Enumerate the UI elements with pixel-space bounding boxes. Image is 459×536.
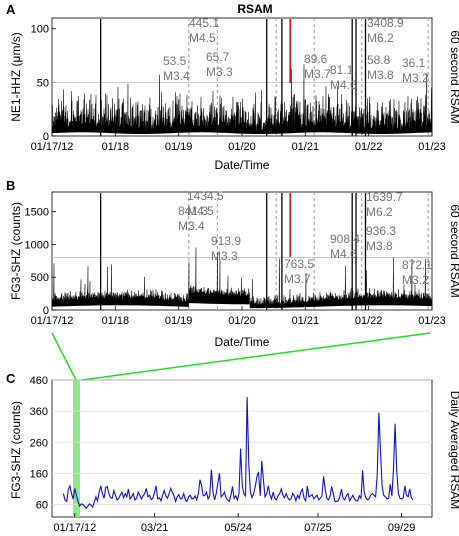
panel-a: A 01/17/12 01/18 01/19 01/20 01/21 01/22 01/23… [6, 2, 459, 172]
panel-c-right-label: Daily Averaged RSAM [448, 391, 459, 510]
panel-a-annotation-value: 89.6 [304, 52, 328, 66]
panel-c-xtick-label: 01/17/12 [53, 522, 96, 534]
panel-a-annotation-magnitude: M4.6 [330, 78, 357, 92]
panel-a-annotation-value: 445.1 [189, 16, 219, 30]
panel-a-xlabel: Date/Time [215, 158, 270, 172]
panel-b-xtick-label: 01/18 [102, 315, 130, 327]
panel-b-annotation-magnitude: M3.4 [178, 219, 205, 233]
panel-b-plot: 01/17/12 01/18 01/19 01/20 01/21 01/22 01/23 0 5… [25, 189, 446, 327]
panel-a-xtick-label: 01/21 [292, 141, 320, 153]
panel-b-annotation-magnitude: M4.5 [187, 204, 214, 218]
panel-b-ylabel: FG3-SHZ (counts) [9, 202, 23, 300]
panel-a-xtick-label: 01/18 [102, 141, 130, 153]
zoom-line-right [81, 332, 431, 381]
panel-a-annotation-value: 65.7 [206, 50, 230, 64]
panel-b-xtick-label: 01/17/12 [31, 315, 74, 327]
panel-b-ytick-label: 1000 [25, 239, 49, 251]
panel-a-annotation-magnitude: M3.7 [304, 67, 331, 81]
panel-b-annotation-magnitude: M6.2 [366, 205, 393, 219]
panel-a-annotation-magnitude: M3.4 [163, 69, 190, 83]
panel-b-annotation-value: 1639.7 [366, 190, 403, 204]
panel-b-annotation-value: 763.5 [284, 257, 314, 271]
panel-b-ytick-label: 0 [43, 305, 49, 317]
panel-c-highlight-band [73, 380, 80, 517]
panel-c-letter: C [6, 371, 16, 386]
panel-a-letter: A [6, 2, 16, 17]
panel-a-xtick-label: 01/22 [355, 141, 383, 153]
panel-a-annotation-magnitude: M3.8 [367, 68, 394, 82]
panel-c-xtick-label: 03/21 [141, 522, 169, 534]
panel-b-annotation-value: 872.1 [402, 258, 432, 272]
panel-b-annotation-magnitude: M3.2 [402, 273, 429, 287]
panel-a-xtick-label: 01/23 [418, 141, 446, 153]
panel-a-annotation-value: 58.8 [367, 53, 391, 67]
panel-b-annotation-value: 936.3 [366, 224, 396, 238]
panel-a-right-label: 60 second RSAM [448, 30, 459, 123]
panel-a-xtick-label: 01/17/12 [31, 141, 74, 153]
panel-b-annotation-value: 1434.5 [187, 189, 224, 203]
panel-c-ylabel: FG3-SHZ (counts) [9, 401, 23, 499]
panel-a-annotation-magnitude: M6.2 [367, 31, 394, 45]
panel-b-annotation-value: 841.3 [178, 204, 208, 218]
panel-b-xtick-label: 01/22 [355, 315, 383, 327]
panel-b-ytick-label: 1500 [25, 207, 49, 219]
panel-b-xtick-label: 01/21 [292, 315, 320, 327]
panel-a-ylabel: NE1-HHZ (μm/s) [9, 32, 23, 122]
panel-b-xtick-label: 01/23 [418, 315, 446, 327]
panel-b-right-label: 60 second RSAM [448, 204, 459, 297]
panel-c-plot: 60 160 260 360 460 01/17/12 03/21 05/24 07/25 09/… [30, 375, 432, 534]
panel-c-xtick-label: 07/25 [304, 522, 332, 534]
panel-a-xtick-label: 01/19 [165, 141, 193, 153]
panel-c-xtick-label: 05/24 [224, 522, 252, 534]
panel-a-annotation-value: 3408.9 [367, 16, 404, 30]
panel-a-annotation-magnitude: M3.2 [402, 71, 429, 85]
zoom-line-left [51, 332, 77, 381]
panel-c-ytick-label: 460 [30, 375, 48, 387]
panel-b-xtick-label: 01/19 [165, 315, 193, 327]
panel-b-signal-trace [51, 247, 433, 309]
figure-title: RSAM [237, 2, 272, 16]
panel-c-ytick-label: 360 [30, 406, 48, 418]
panel-b-ytick-label: 500 [31, 272, 49, 284]
panel-a-annotation-value: 53.5 [163, 54, 187, 68]
panel-a-signal-trace [51, 64, 433, 135]
panel-a-ytick-label: 0 [43, 131, 49, 143]
panel-b-letter: B [6, 178, 15, 193]
panel-b-annotation-magnitude: M4.6 [330, 247, 357, 261]
panel-a-plot: 01/17/12 01/18 01/19 01/20 01/21 01/22 01/23 0 5… [31, 16, 446, 153]
panel-c-xtick-label: 09/29 [388, 522, 416, 534]
panel-b-xlabel: Date/Time [215, 335, 270, 349]
panel-a-annotation-magnitude: M4.5 [189, 31, 216, 45]
panel-b-annotation-magnitude: M3.8 [366, 239, 393, 253]
panel-a-annotation-magnitude: M3.3 [206, 65, 233, 79]
panel-c-ytick-label: 60 [36, 500, 48, 512]
panel-b-annotation-magnitude: M3.3 [211, 249, 238, 263]
panel-b-annotation-value: 908.4 [330, 232, 360, 246]
panel-b-annotation-value: 913.9 [211, 234, 241, 248]
panel-a-annotation-value: 36.1 [402, 56, 426, 70]
panel-a-ytick-label: 100 [31, 24, 49, 36]
panel-c-ytick-label: 260 [30, 437, 48, 449]
panel-a-ytick-label: 50 [37, 77, 49, 89]
panel-c: C 60 160 260 360 460 01/17/12 03/21 05/24 07/25 0… [6, 371, 459, 534]
panel-b: B 01/17/12 01/18 01/19 01/20 01/21 01/22 01/23… [6, 178, 459, 349]
panel-c-series-line [62, 397, 414, 510]
panel-c-ytick-label: 160 [30, 468, 48, 480]
panel-a-xtick-label: 01/20 [228, 141, 256, 153]
panel-b-xtick-label: 01/20 [228, 315, 256, 327]
panel-b-annotation-magnitude: M3.7 [284, 272, 311, 286]
panel-a-annotation-value: 81.1 [330, 63, 354, 77]
